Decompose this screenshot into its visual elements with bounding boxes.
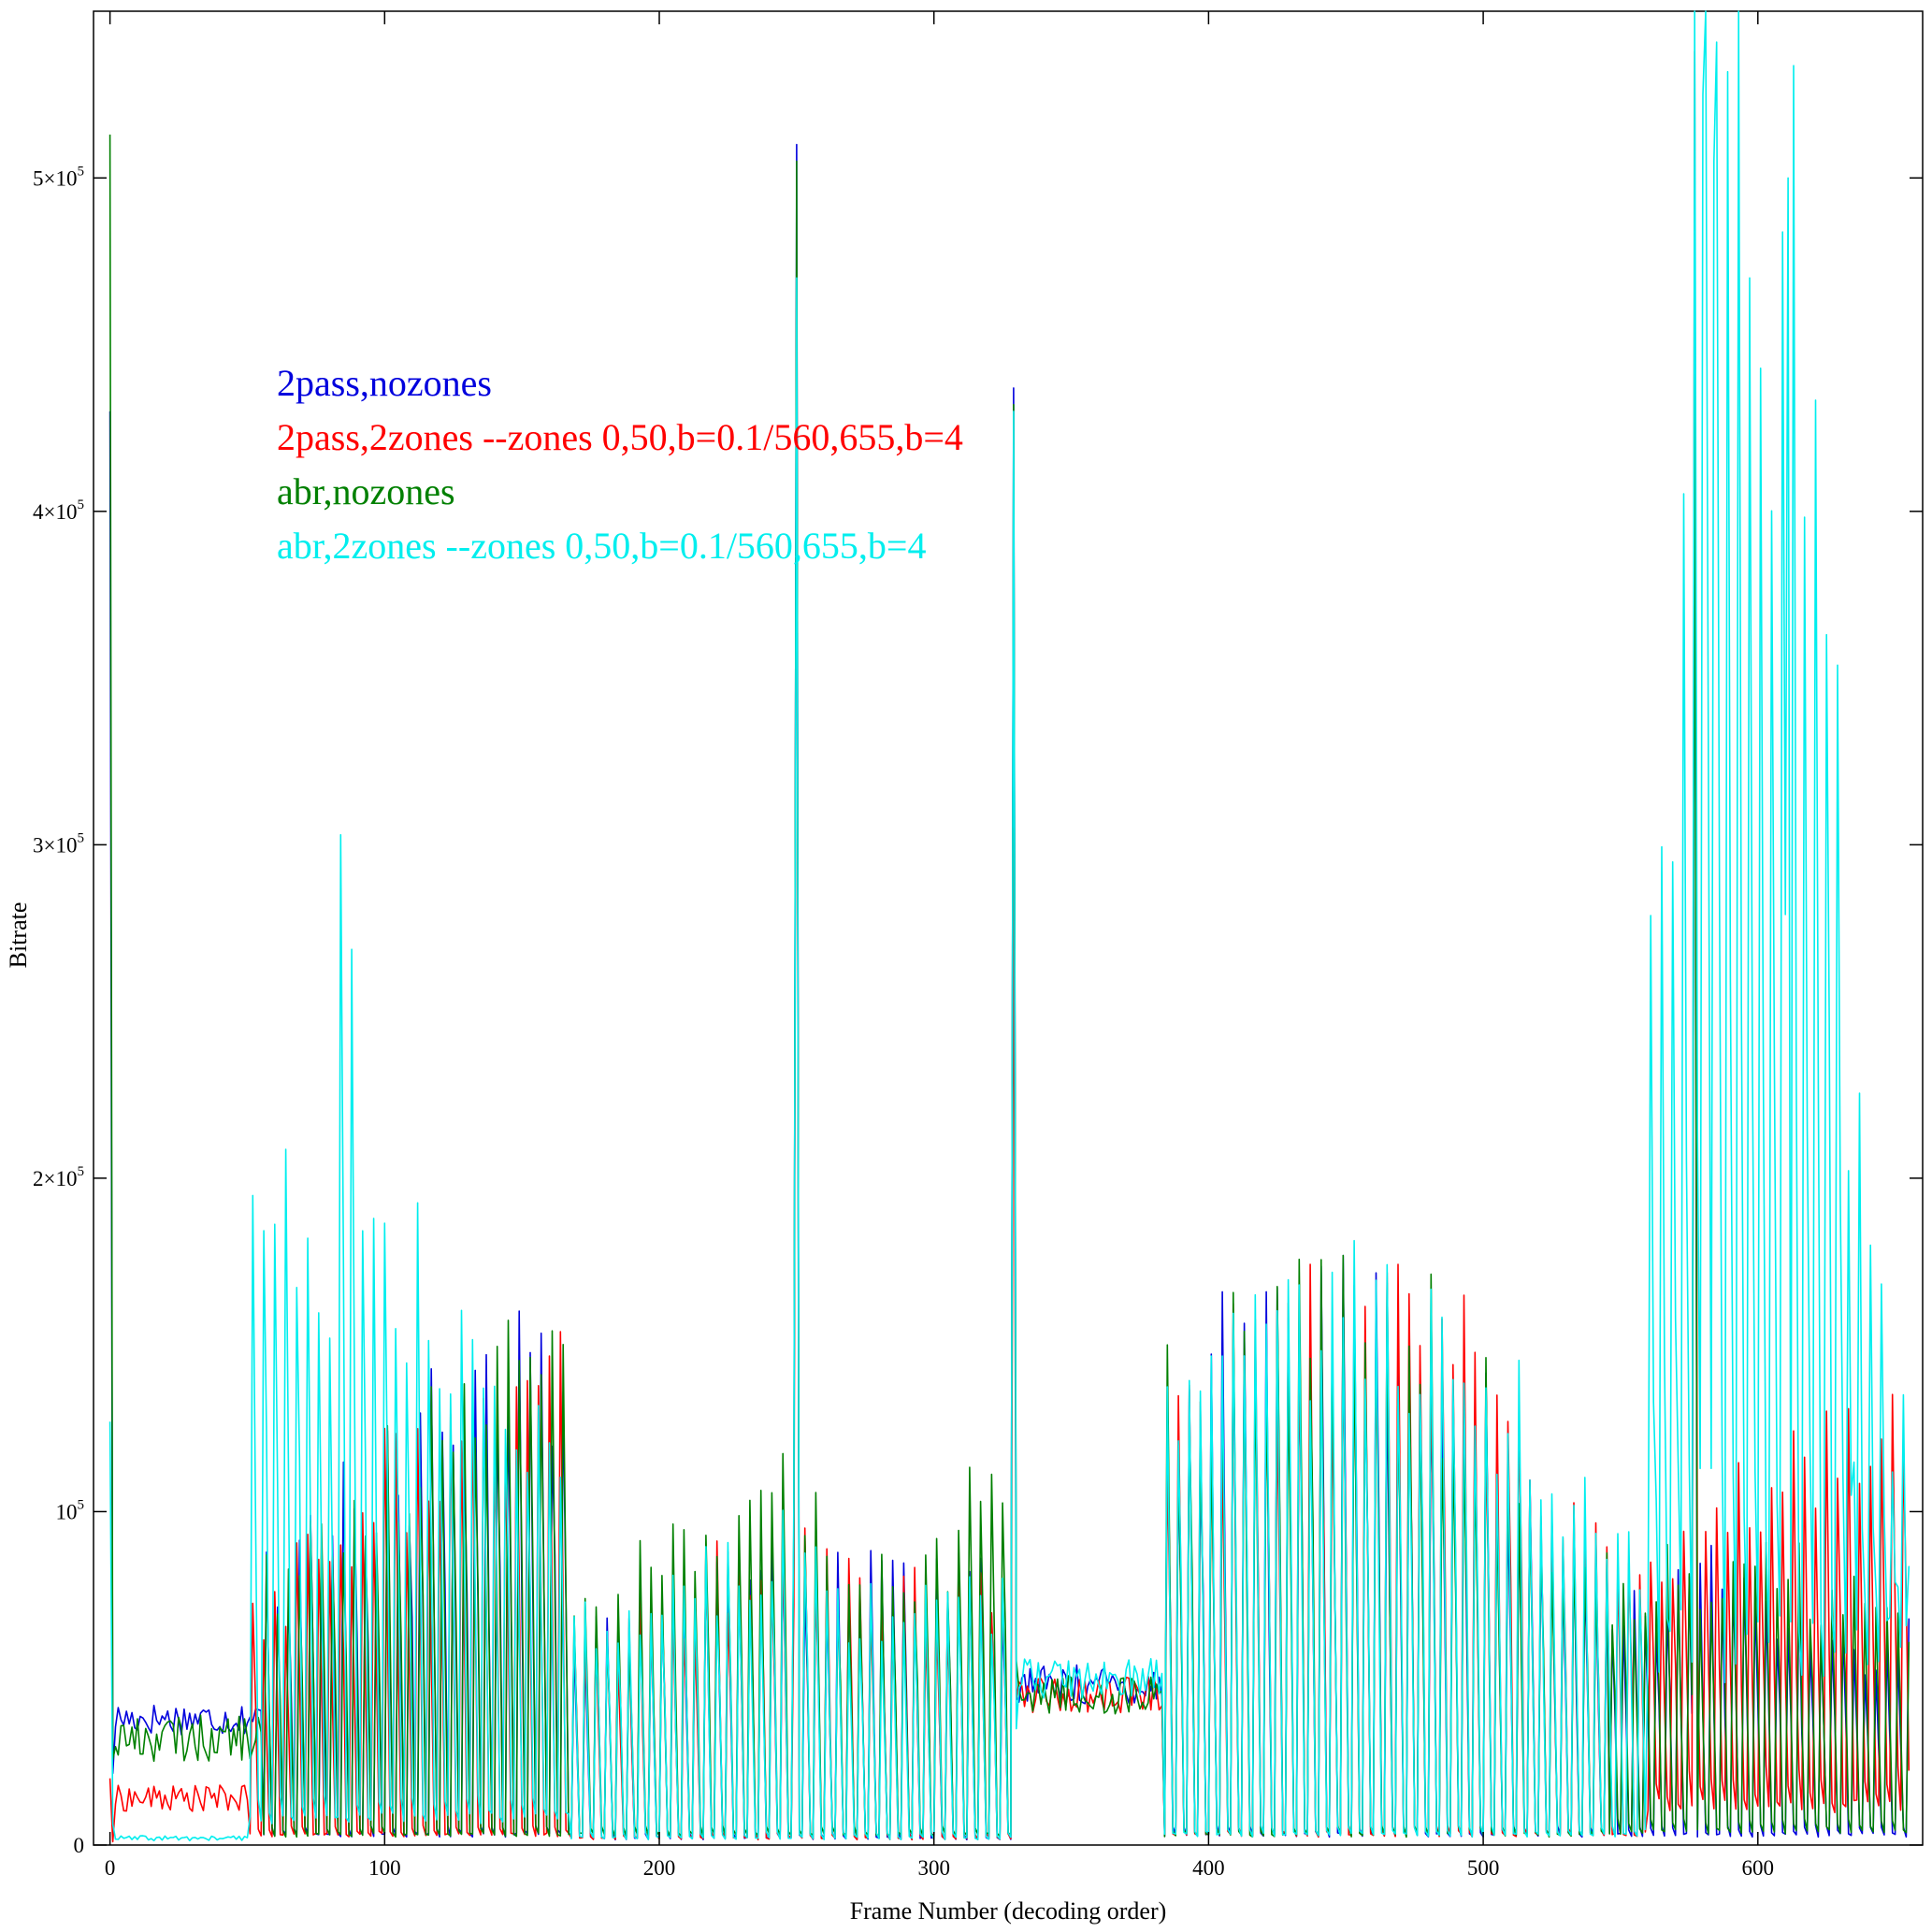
x-tick-label: 400 (1192, 1856, 1225, 1880)
legend-entry-2: 2pass,2zones --zones 0,50,b=0.1/560,655,… (277, 416, 963, 458)
x-tick-label: 200 (643, 1856, 676, 1880)
legend-entry-1: 2pass,nozones (277, 362, 492, 404)
x-axis-title: Frame Number (decoding order) (850, 1897, 1167, 1925)
plot-frame (93, 10, 1924, 1846)
y-tick-label: 2×105 (33, 1164, 84, 1190)
x-tick-label: 300 (917, 1856, 950, 1880)
y-tick-label: 3×105 (33, 830, 84, 857)
x-tick-label: 600 (1742, 1856, 1775, 1880)
x-axis: 0 100 200 300 400 500 600 (105, 11, 1774, 1880)
y-tick-label: 105 (56, 1497, 85, 1523)
x-tick-label: 100 (368, 1856, 401, 1880)
x-tick-label: 0 (105, 1856, 116, 1880)
legend-entry-3: abr,nozones (277, 470, 455, 512)
legend: 2pass,nozones 2pass,2zones --zones 0,50,b… (277, 362, 963, 567)
series-line-4 (108, 10, 1910, 1842)
y-tick-label: 5×105 (33, 164, 84, 190)
y-axis: 0 105 2×105 3×105 4×105 5×105 (33, 164, 1923, 1857)
series-line-2 (108, 50, 1910, 1843)
y-tick-label: 0 (74, 1834, 85, 1857)
x-tick-label: 500 (1467, 1856, 1500, 1880)
legend-entry-4: abr,2zones --zones 0,50,b=0.1/560,655,b=… (277, 525, 927, 567)
y-axis-title: Bitrate (5, 902, 32, 969)
series-layer (108, 10, 1910, 1843)
y-tick-label: 4×105 (33, 497, 84, 524)
